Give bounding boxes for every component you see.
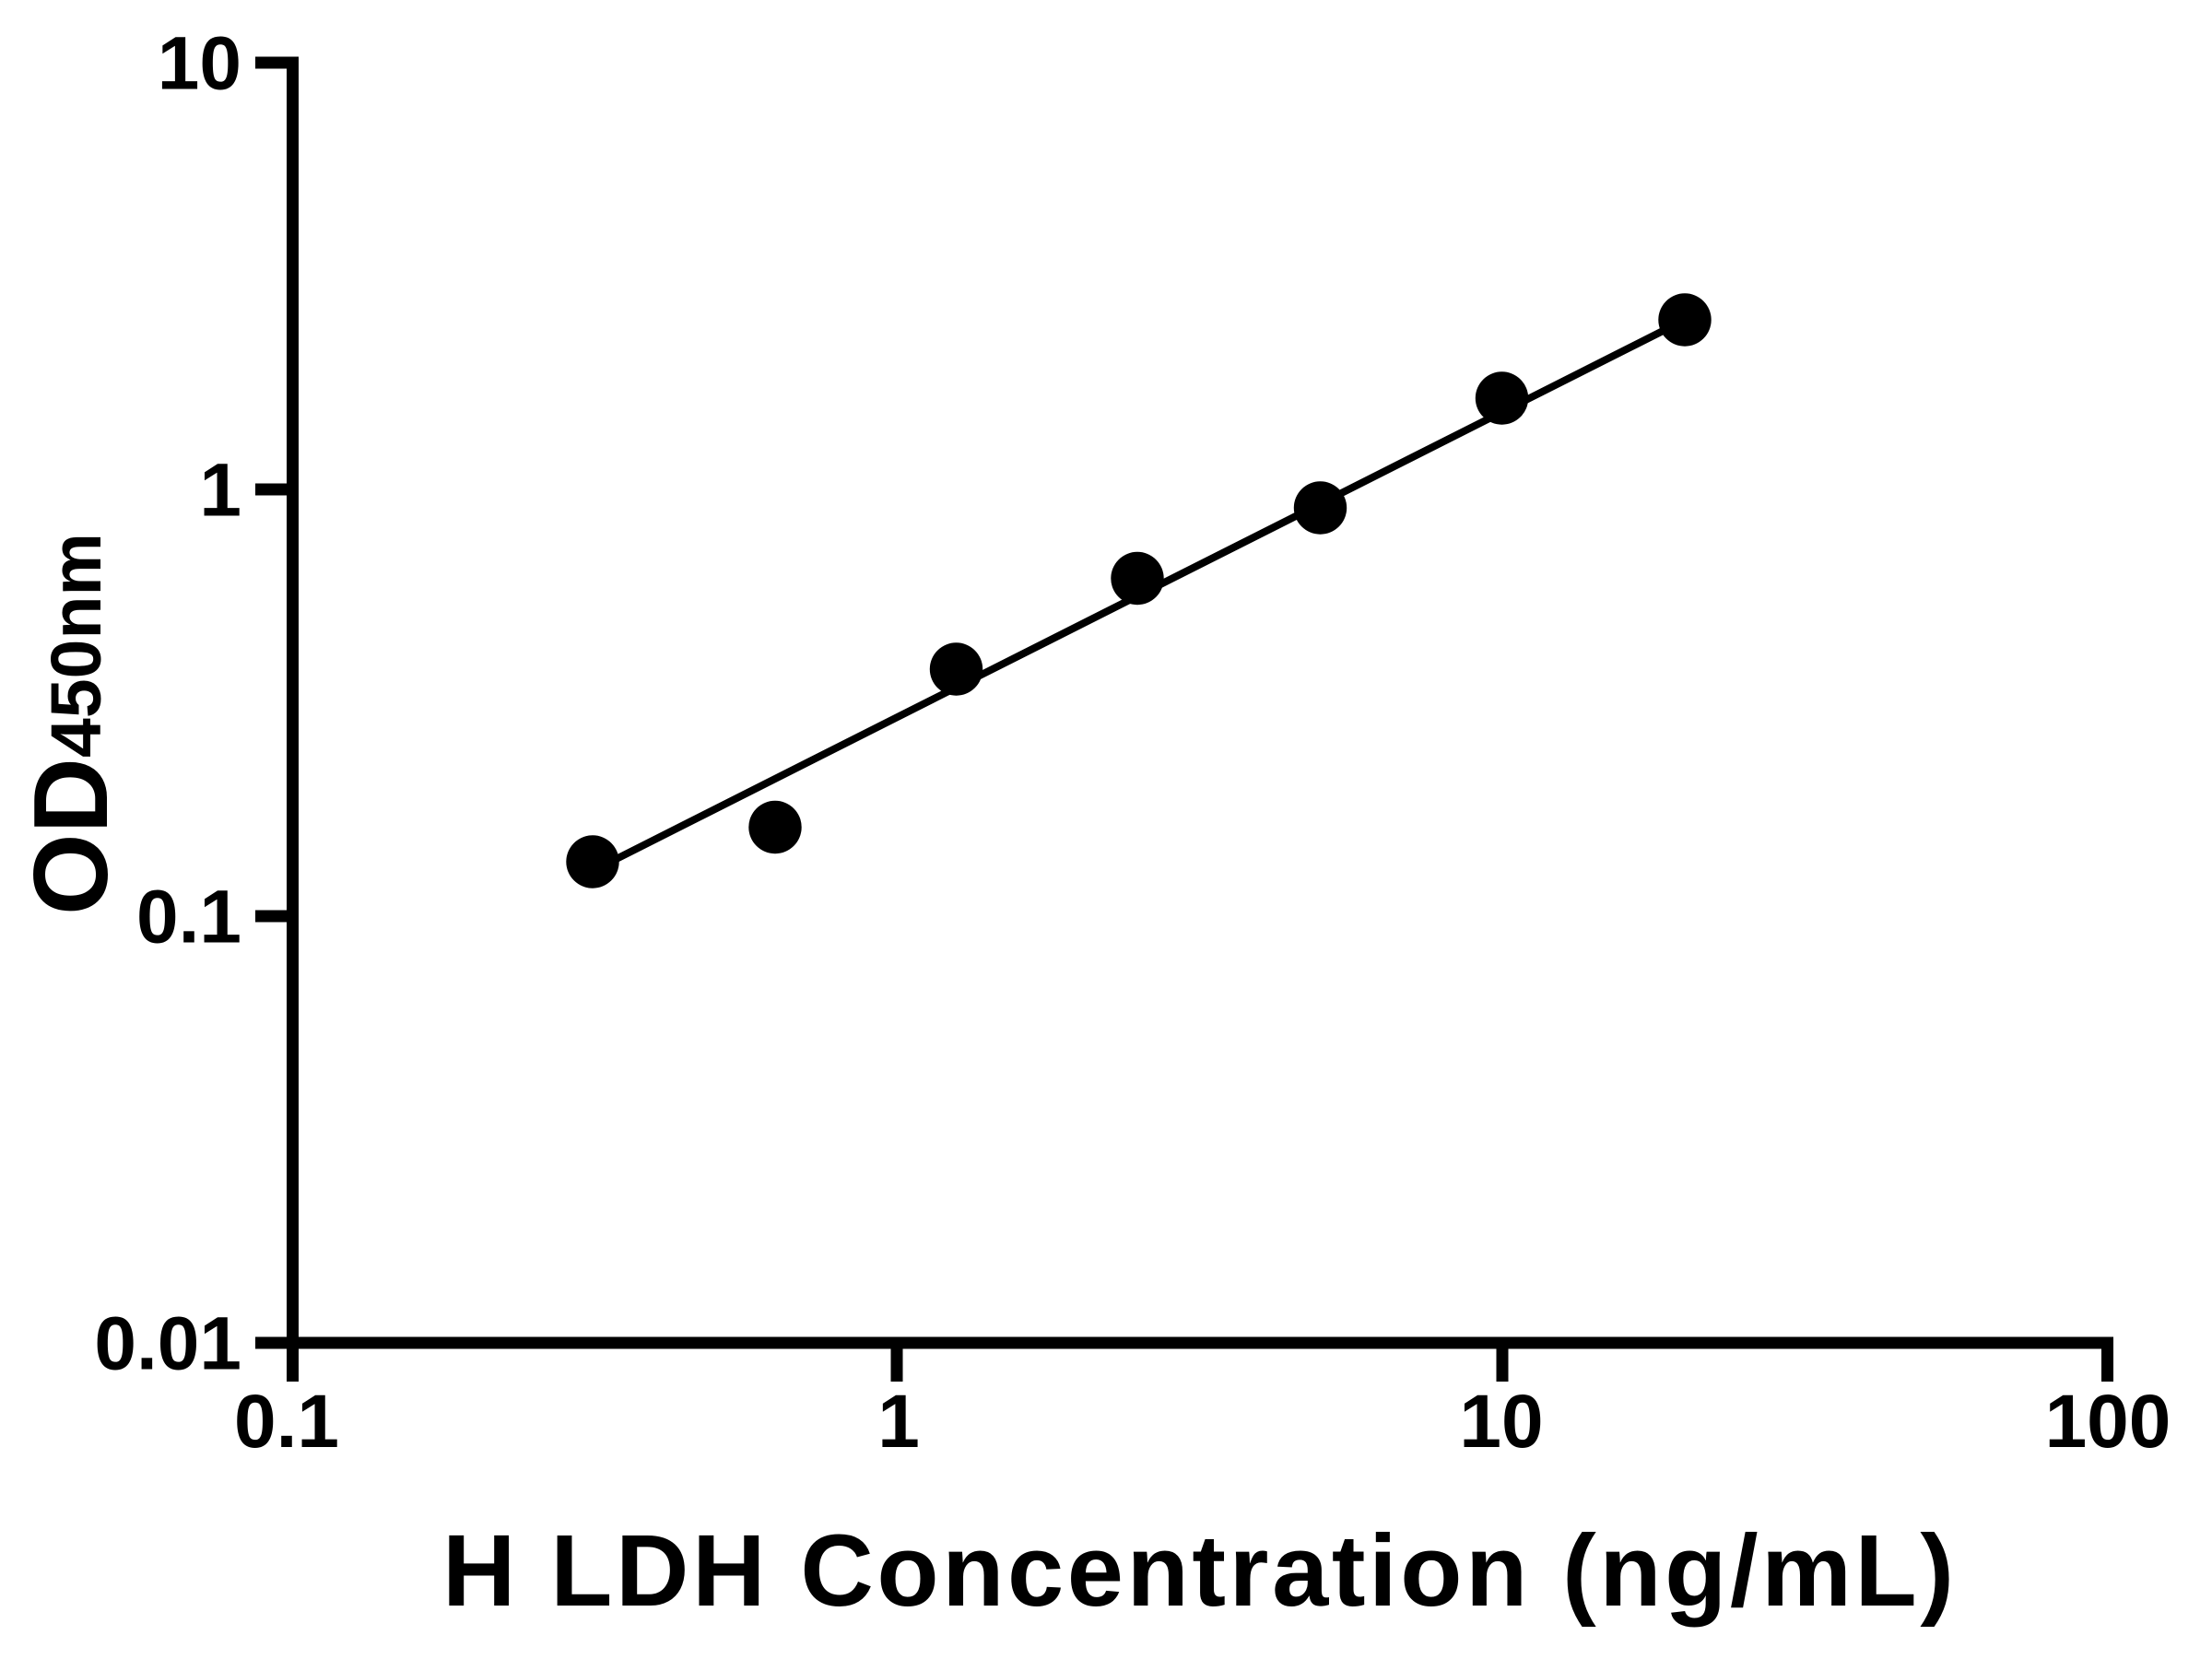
svg-text:1: 1 xyxy=(877,1380,920,1464)
svg-text:10: 10 xyxy=(158,22,241,106)
svg-text:H LDH Concentration (ng/mL): H LDH Concentration (ng/mL) xyxy=(442,1514,1954,1628)
svg-text:0.01: 0.01 xyxy=(94,1302,241,1386)
svg-text:100: 100 xyxy=(2045,1380,2171,1464)
svg-text:10: 10 xyxy=(1459,1380,1543,1464)
svg-text:0.1: 0.1 xyxy=(136,876,241,959)
svg-text:0.1: 0.1 xyxy=(234,1380,339,1464)
svg-text:1: 1 xyxy=(199,449,241,533)
